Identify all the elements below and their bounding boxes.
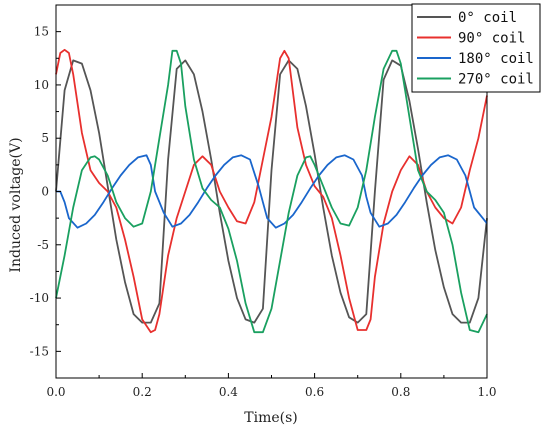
series-line-0: [55, 59, 488, 324]
x-axis-ticks: 0.0 0.2 0.4 0.6 0.8 1.0: [46, 373, 497, 399]
series-lines: [55, 48, 488, 334]
y-tick-label: -10: [30, 291, 49, 305]
legend-label-3: 270° coil: [458, 72, 534, 88]
x-tick-label: 1.0: [477, 385, 496, 399]
x-tick-label: 0.8: [391, 385, 410, 399]
x-tick-label: 0.2: [133, 385, 152, 399]
legend-label-1: 90° coil: [458, 31, 525, 47]
y-tick-label: 15: [34, 25, 49, 39]
y-tick-label: -5: [37, 238, 49, 252]
legend-box: [411, 3, 541, 93]
y-tick-label: 0: [41, 185, 49, 199]
y-axis-ticks: -15 -10 -5 0 5 10 15: [30, 25, 61, 358]
y-tick-label: 10: [34, 78, 49, 92]
x-tick-label: 0.4: [219, 385, 238, 399]
series-line-3: [55, 49, 488, 334]
x-tick-label: 0.6: [305, 385, 324, 399]
x-axis-title: Time(s): [244, 410, 297, 426]
y-tick-label: -15: [30, 344, 49, 358]
series-line-1: [55, 48, 488, 334]
legend-label-0: 0° coil: [458, 10, 517, 26]
series-line-2: [56, 154, 488, 229]
y-axis-title: Induced voltage(V): [8, 137, 24, 272]
legend-label-2: 180° coil: [458, 51, 534, 67]
legend: 0° coil 90° coil 180° coil 270° coil: [411, 3, 541, 93]
y-tick-label: 5: [41, 131, 49, 145]
x-tick-label: 0.0: [46, 385, 65, 399]
